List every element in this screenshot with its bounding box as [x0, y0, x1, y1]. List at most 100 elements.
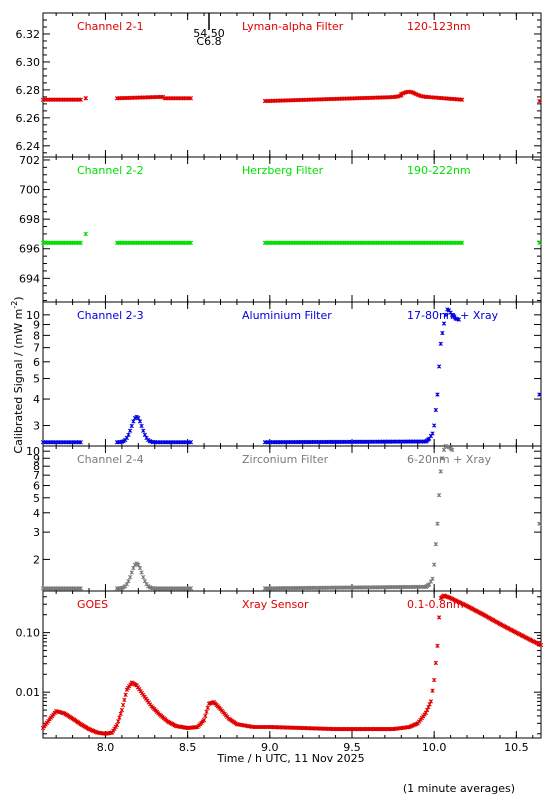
data-point: [83, 96, 88, 101]
x-tick-label: 8.5: [179, 741, 197, 754]
data-point: [450, 447, 455, 452]
data-point: [129, 570, 134, 575]
data-points: [40, 593, 544, 736]
y-tick-label: 5: [33, 492, 40, 505]
data-points: [40, 231, 542, 245]
y-tick-label: 4: [33, 507, 40, 520]
y-tick-label: 702: [19, 154, 40, 167]
panel-label-mid: Zirconium Filter: [242, 453, 329, 466]
data-point: [131, 419, 136, 424]
data-point: [78, 240, 83, 245]
panel-label-right: 6-20nm + Xray: [407, 453, 492, 466]
data-point: [120, 702, 126, 708]
data-point: [118, 711, 123, 717]
data-point: [137, 419, 143, 424]
data-point: [440, 330, 445, 336]
data-point: [141, 574, 146, 580]
data-point: [129, 423, 134, 429]
y-tick-label: 6.30: [16, 56, 41, 69]
data-point: [430, 431, 435, 436]
data-point: [538, 642, 544, 648]
data-point: [432, 562, 437, 567]
data-point: [443, 312, 448, 317]
data-point: [188, 440, 194, 445]
panel-label-right: 120-123nm: [407, 20, 471, 33]
data-point: [441, 321, 447, 326]
data-point: [188, 96, 194, 101]
data-point: [119, 707, 125, 713]
data-point: [127, 574, 133, 580]
panel-label-left: Channel 2-4: [77, 453, 144, 466]
y-tick-label: 6.26: [16, 112, 41, 125]
y-axis-title: Calibrated Signal / (mW m-2): [10, 296, 25, 453]
y-axis-title-main: Calibrated Signal / (mW m: [12, 309, 25, 454]
y-tick-label: 3: [33, 526, 40, 539]
flare-marker: 54.50 C6.8: [193, 13, 225, 48]
panel-label-left: GOES: [77, 598, 108, 611]
data-point: [433, 407, 438, 413]
data-point: [136, 415, 141, 421]
data-point: [78, 586, 83, 591]
y-tick-label: 5: [33, 373, 40, 386]
data-point: [438, 469, 443, 474]
data-point: [459, 240, 465, 245]
data-point: [139, 570, 144, 575]
data-points: [40, 307, 542, 445]
panel-label-mid: Xray Sensor: [242, 598, 309, 611]
data-point: [126, 579, 131, 584]
data-point: [430, 688, 435, 693]
data-point: [116, 719, 121, 724]
data-point: [117, 715, 122, 720]
data-point: [433, 542, 438, 547]
data-point: [83, 231, 88, 237]
y-tick-label: 6: [33, 480, 40, 493]
y-tick-label: 10: [26, 309, 40, 322]
y-axis-title-close: ): [12, 296, 25, 300]
panel-2: 694 696 698 700 702 Channel 2-2 Herzberg Filte…: [19, 154, 542, 303]
y-tick-label: 9: [33, 452, 40, 465]
data-point: [537, 240, 542, 245]
panel-frame: [42, 12, 542, 158]
y-tick-label: 0.10: [16, 627, 41, 640]
y-tick-label: 6.32: [16, 28, 41, 41]
y-tick-label: 6: [33, 356, 40, 369]
data-point: [435, 643, 440, 648]
data-point: [428, 699, 434, 704]
y-tick-label: 4: [33, 393, 40, 406]
panel-label-left: Channel 2-2: [77, 164, 144, 177]
y-tick-label: 694: [19, 272, 40, 285]
flare-marker-bottom-label: C6.8: [196, 35, 221, 48]
panel-5: 0.01 0.10 GOES Xray Sensor 0.1-0.8nm: [16, 590, 544, 739]
flare-marker-top-label: 54.50: [193, 27, 225, 40]
data-point: [126, 432, 131, 438]
data-point: [430, 576, 435, 581]
data-point: [440, 456, 445, 461]
data-point: [188, 240, 194, 245]
x-tick-label: 9.5: [343, 741, 361, 754]
data-point: [205, 705, 210, 710]
data-point: [537, 521, 542, 526]
panel-label-mid: Lyman-alpha Filter: [242, 20, 344, 33]
data-point: [435, 521, 440, 526]
y-tick-label: 7: [33, 469, 40, 482]
data-point: [537, 392, 542, 397]
y-tick-label: 696: [19, 243, 40, 256]
y-tick-label: 6.24: [16, 140, 41, 153]
data-point: [122, 697, 127, 703]
data-points: [40, 89, 542, 104]
data-point: [537, 98, 542, 104]
data-point: [136, 562, 141, 567]
data-point: [141, 428, 146, 433]
data-point: [78, 97, 83, 102]
y-tick-label: 9: [33, 319, 40, 332]
y-tick-label: 698: [19, 213, 40, 226]
data-point: [436, 364, 442, 369]
averaging-note: (1 minute averages): [403, 782, 515, 795]
data-point: [127, 428, 133, 433]
panel-label-left: Channel 2-3: [77, 309, 144, 322]
data-point: [436, 492, 442, 498]
y-tick-label: 10: [26, 445, 40, 458]
data-point: [436, 615, 442, 620]
panel-label-mid: Herzberg Filter: [242, 164, 324, 177]
